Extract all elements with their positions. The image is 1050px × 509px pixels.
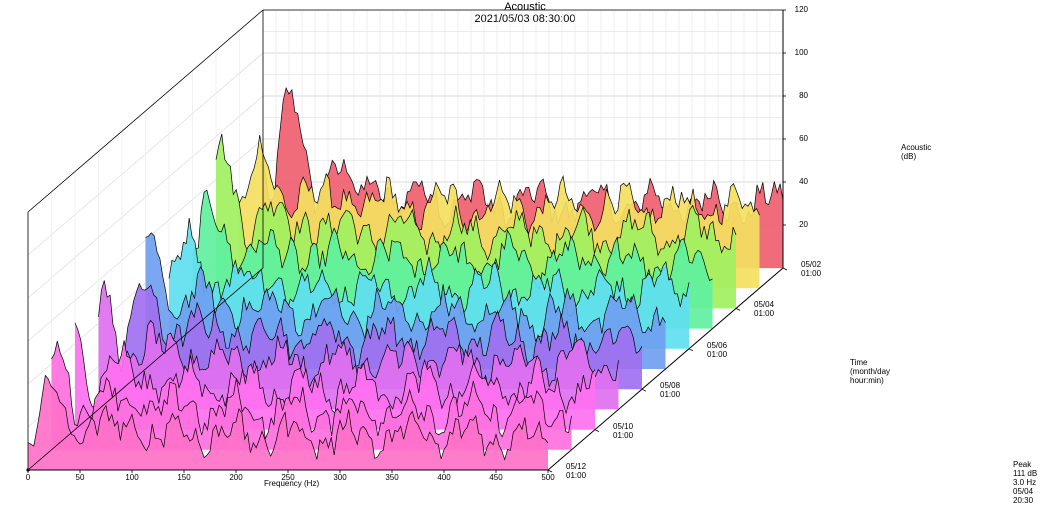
frequency-tick-label: 300 <box>333 473 347 482</box>
time-tick-time: 01:00 <box>707 349 728 359</box>
time-tick <box>688 348 694 352</box>
time-axis-label-line2: (month/day <box>850 367 891 376</box>
spectrum-slice-line <box>122 282 643 369</box>
acoustic-tick-label: 100 <box>794 48 808 57</box>
spectrum-slice-fill <box>51 341 572 450</box>
frequency-tick-label: 350 <box>385 473 399 482</box>
acoustic-axis-label-line1: Acoustic <box>901 143 932 152</box>
spectrum-slice-line <box>262 86 784 229</box>
time-tick-time: 01:00 <box>801 269 822 278</box>
frequency-tick-label: 150 <box>177 473 191 482</box>
time-tick <box>782 267 788 271</box>
peak-label: Peak <box>1013 460 1032 469</box>
spectrum-slice-fill <box>98 280 619 410</box>
acoustic-tick-label: 80 <box>799 91 808 100</box>
frequency-tick-label: 50 <box>75 473 85 482</box>
peak-date: 05/04 <box>1013 487 1034 496</box>
frequency-tick-label: 250 <box>281 473 295 482</box>
frequency-tick-label: 200 <box>229 473 243 482</box>
time-tick-time: 01:00 <box>754 309 775 319</box>
time-tick-date: 05/12 <box>566 462 587 471</box>
peak-value: 111 dB <box>1013 469 1038 478</box>
time-tick <box>547 469 553 473</box>
peak-time: 20:30 <box>1013 496 1034 505</box>
box-edge <box>27 267 264 471</box>
time-tick-date: 05/08 <box>660 381 681 391</box>
acoustic-axis-label-line2: (dB) <box>901 152 917 161</box>
spectrum-slice-line <box>239 135 760 236</box>
chart-subtitle: 2021/05/03 08:30:00 <box>474 13 576 25</box>
acoustic-tick-label: 60 <box>799 134 808 143</box>
axes <box>26 9 788 473</box>
time-tick <box>641 388 647 392</box>
frequency-tick-label: 100 <box>125 473 139 482</box>
time-axis-label-line3: hour:min) <box>850 376 884 385</box>
spectrum-slice-line <box>192 189 713 290</box>
box-edge <box>27 9 264 213</box>
spectrum-slices <box>27 86 784 470</box>
time-tick <box>735 308 741 311</box>
acoustic-tick-label: 40 <box>799 177 808 186</box>
acoustic-tick-label: 20 <box>799 220 808 229</box>
frequency-tick-label: 500 <box>541 473 555 482</box>
time-tick-time: 01:00 <box>660 390 681 400</box>
frequency-tick-label: 0 <box>25 473 31 482</box>
spectrum-slice-line <box>145 232 666 342</box>
time-tick-time: 01:00 <box>613 430 634 440</box>
time-tick-date: 05/10 <box>613 421 634 431</box>
spectrum-slice-line <box>168 218 690 318</box>
time-tick-date: 05/02 <box>801 260 822 269</box>
spectrum-slice-line <box>27 374 549 461</box>
time-tick-time: 01:00 <box>566 471 587 480</box>
spectrum-slice-line <box>215 133 737 262</box>
time-tick-date: 05/04 <box>754 300 775 310</box>
time-tick <box>594 429 600 432</box>
acoustic-tick-label: 120 <box>794 5 808 14</box>
spectrum-slice-fill <box>28 375 548 470</box>
peak-frequency: 3.0 Hz <box>1013 478 1037 487</box>
time-axis-label-line1: Time <box>850 358 868 367</box>
spectrum-slice-line <box>51 340 572 440</box>
time-tick-date: 05/06 <box>707 340 728 350</box>
time-axis <box>547 267 784 471</box>
frequency-tick-label: 450 <box>489 473 503 482</box>
frequency-tick-label: 400 <box>437 473 451 482</box>
frequency-axis-label: Frequency (Hz) <box>264 479 320 488</box>
